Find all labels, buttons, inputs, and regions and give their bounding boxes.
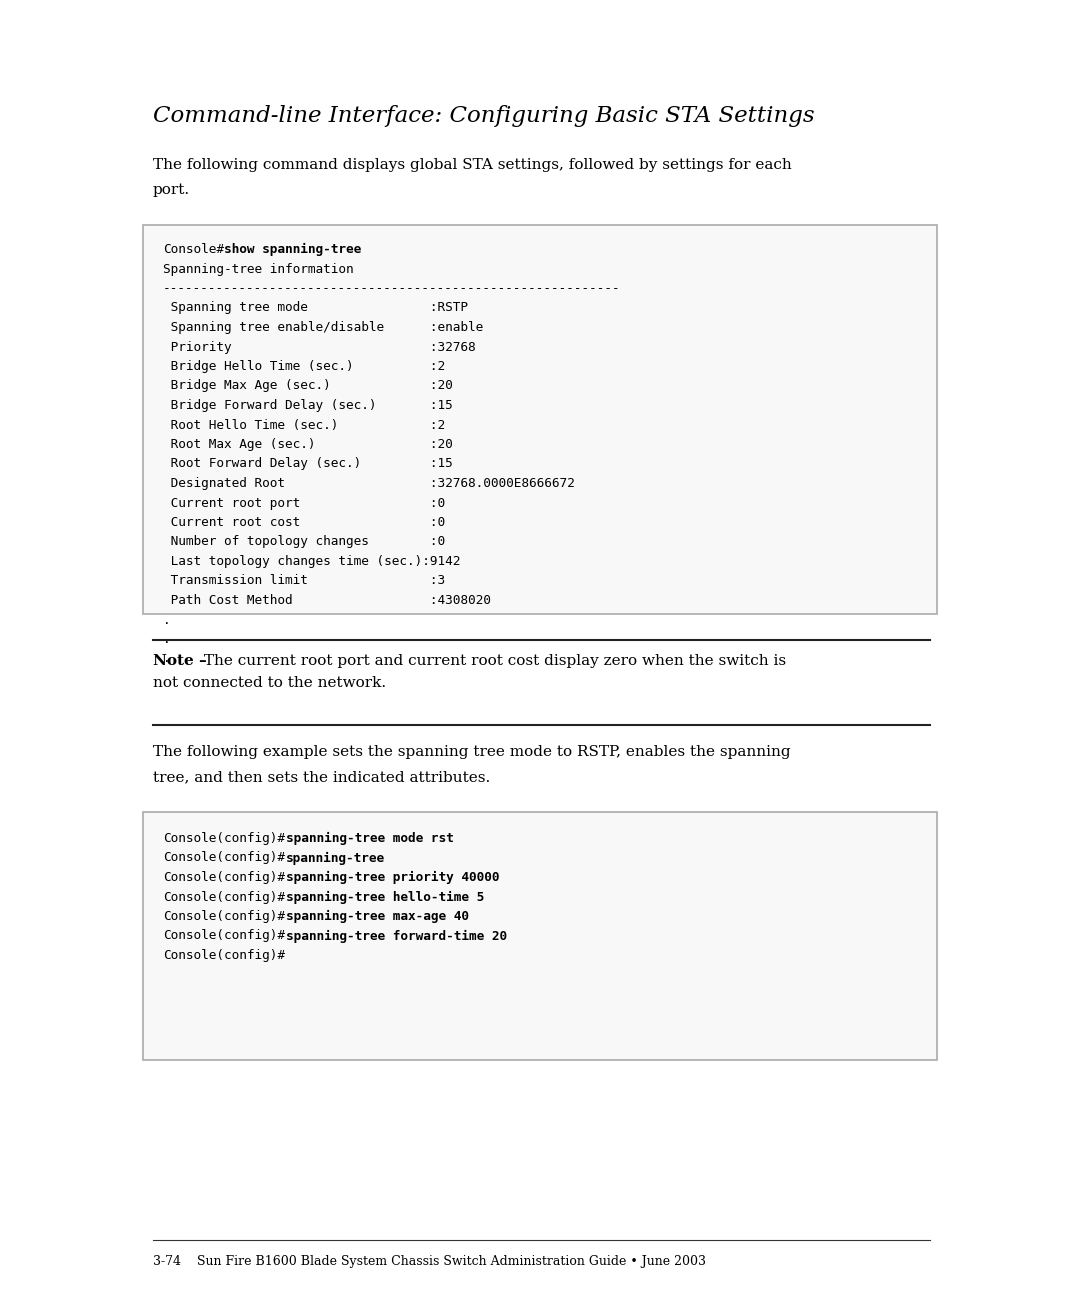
Text: Command-line Interface: Configuring Basic STA Settings: Command-line Interface: Configuring Basi… <box>153 105 814 127</box>
Text: not connected to the network.: not connected to the network. <box>153 677 387 689</box>
Text: Console(config)#: Console(config)# <box>163 871 285 884</box>
Text: spanning-tree max-age 40: spanning-tree max-age 40 <box>286 910 469 923</box>
Text: Last topology changes time (sec.):9142: Last topology changes time (sec.):9142 <box>163 555 460 568</box>
Text: Spanning-tree information: Spanning-tree information <box>163 263 353 276</box>
Text: port.: port. <box>153 183 190 197</box>
Text: Bridge Forward Delay (sec.)       :15: Bridge Forward Delay (sec.) :15 <box>163 399 453 412</box>
Text: spanning-tree: spanning-tree <box>286 851 384 864</box>
Text: 3-74    Sun Fire B1600 Blade System Chassis Switch Administration Guide • June 2: 3-74 Sun Fire B1600 Blade System Chassis… <box>153 1255 706 1267</box>
Text: The current root port and current root cost display zero when the switch is: The current root port and current root c… <box>199 654 786 667</box>
Text: show spanning-tree: show spanning-tree <box>225 244 362 257</box>
Text: Root Forward Delay (sec.)         :15: Root Forward Delay (sec.) :15 <box>163 457 453 470</box>
Text: spanning-tree priority 40000: spanning-tree priority 40000 <box>286 871 499 884</box>
Text: Bridge Max Age (sec.)             :20: Bridge Max Age (sec.) :20 <box>163 380 453 393</box>
Text: Console(config)#: Console(config)# <box>163 949 285 962</box>
Text: ------------------------------------------------------------: ----------------------------------------… <box>163 283 621 295</box>
Text: Console(config)#: Console(config)# <box>163 910 285 923</box>
Text: Designated Root                   :32768.0000E8666672: Designated Root :32768.0000E8666672 <box>163 477 575 490</box>
Text: Note –: Note – <box>153 654 206 667</box>
Text: tree, and then sets the indicated attributes.: tree, and then sets the indicated attrib… <box>153 770 490 784</box>
Text: The following example sets the spanning tree mode to RSTP, enables the spanning: The following example sets the spanning … <box>153 745 791 759</box>
Text: Bridge Hello Time (sec.)          :2: Bridge Hello Time (sec.) :2 <box>163 360 445 373</box>
Text: Transmission limit                :3: Transmission limit :3 <box>163 574 445 587</box>
Text: Current root cost                 :0: Current root cost :0 <box>163 516 445 529</box>
Text: spanning-tree hello-time 5: spanning-tree hello-time 5 <box>286 890 484 903</box>
Text: Console(config)#: Console(config)# <box>163 890 285 903</box>
Text: spanning-tree mode rst: spanning-tree mode rst <box>286 832 454 845</box>
Bar <box>143 226 937 614</box>
Text: The following command displays global STA settings, followed by settings for eac: The following command displays global ST… <box>153 158 792 172</box>
Text: Spanning tree enable/disable      :enable: Spanning tree enable/disable :enable <box>163 321 483 334</box>
Text: Number of topology changes        :0: Number of topology changes :0 <box>163 535 445 548</box>
Text: Root Max Age (sec.)               :20: Root Max Age (sec.) :20 <box>163 438 453 451</box>
Text: Current root port                 :0: Current root port :0 <box>163 496 445 509</box>
Text: Console(config)#: Console(config)# <box>163 832 285 845</box>
Bar <box>143 813 937 1060</box>
Text: .: . <box>163 613 171 626</box>
Text: Console(config)#: Console(config)# <box>163 929 285 942</box>
Text: Root Hello Time (sec.)            :2: Root Hello Time (sec.) :2 <box>163 419 445 432</box>
Text: Priority                          :32768: Priority :32768 <box>163 341 475 354</box>
Text: Path Cost Method                  :4308020: Path Cost Method :4308020 <box>163 594 491 607</box>
Text: Console(config)#: Console(config)# <box>163 851 285 864</box>
Text: .: . <box>163 632 171 645</box>
Text: spanning-tree forward-time 20: spanning-tree forward-time 20 <box>286 929 507 942</box>
Text: Spanning tree mode                :RSTP: Spanning tree mode :RSTP <box>163 302 468 315</box>
Text: .: . <box>163 652 171 666</box>
Text: Console#: Console# <box>163 244 224 257</box>
